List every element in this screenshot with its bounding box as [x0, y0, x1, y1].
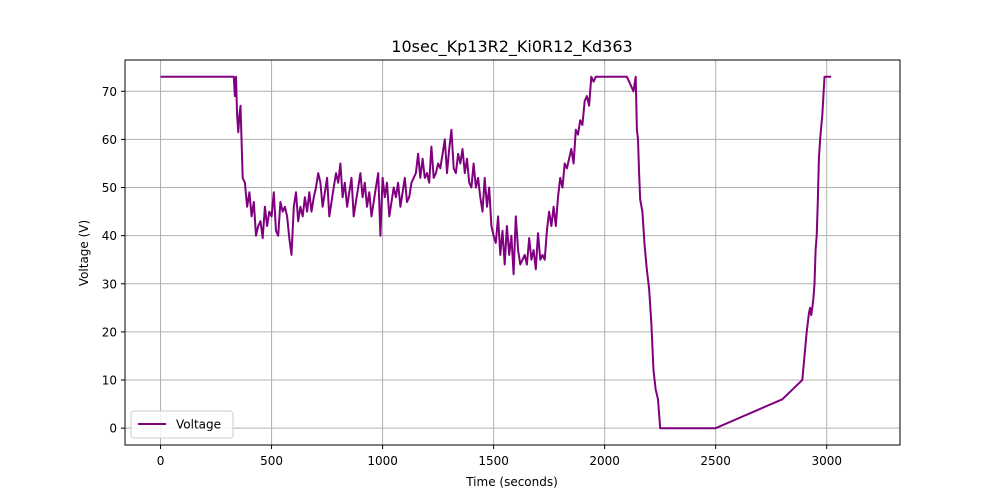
- y-tick-label: 40: [102, 229, 117, 243]
- y-axis-label: Voltage (V): [77, 220, 91, 286]
- chart-title: 10sec_Kp13R2_Ki0R12_Kd363: [391, 37, 632, 57]
- y-tick-label: 50: [102, 181, 117, 195]
- y-tick-label: 60: [102, 133, 117, 147]
- y-tick-label: 70: [102, 85, 117, 99]
- x-tick-label: 2500: [700, 454, 731, 468]
- legend-label-voltage: Voltage: [176, 418, 221, 432]
- y-tick-label: 0: [109, 422, 117, 436]
- grid-lines: [125, 60, 900, 445]
- y-tick-label: 10: [102, 374, 117, 388]
- legend: Voltage: [130, 410, 234, 439]
- y-tick-label: 20: [102, 325, 117, 339]
- y-tick-label: 30: [102, 277, 117, 291]
- x-tick-label: 500: [260, 454, 283, 468]
- x-tick-label: 1000: [367, 454, 398, 468]
- y-axis-ticks: 0 10 20 30 40 50 60 70: [102, 85, 125, 436]
- x-tick-label: 3000: [811, 454, 842, 468]
- legend-box: [130, 410, 234, 439]
- x-tick-label: 2000: [589, 454, 620, 468]
- x-axis-label: Time (seconds): [465, 475, 558, 489]
- axes-frame: [124, 59, 901, 446]
- plot-area: [160, 75, 832, 430]
- x-tick-label: 1500: [478, 454, 509, 468]
- x-tick-label: 0: [157, 454, 165, 468]
- x-axis-ticks: 0 500 1000 1500 2000 2500 3000: [157, 445, 842, 468]
- series-line-voltage: [160, 75, 832, 430]
